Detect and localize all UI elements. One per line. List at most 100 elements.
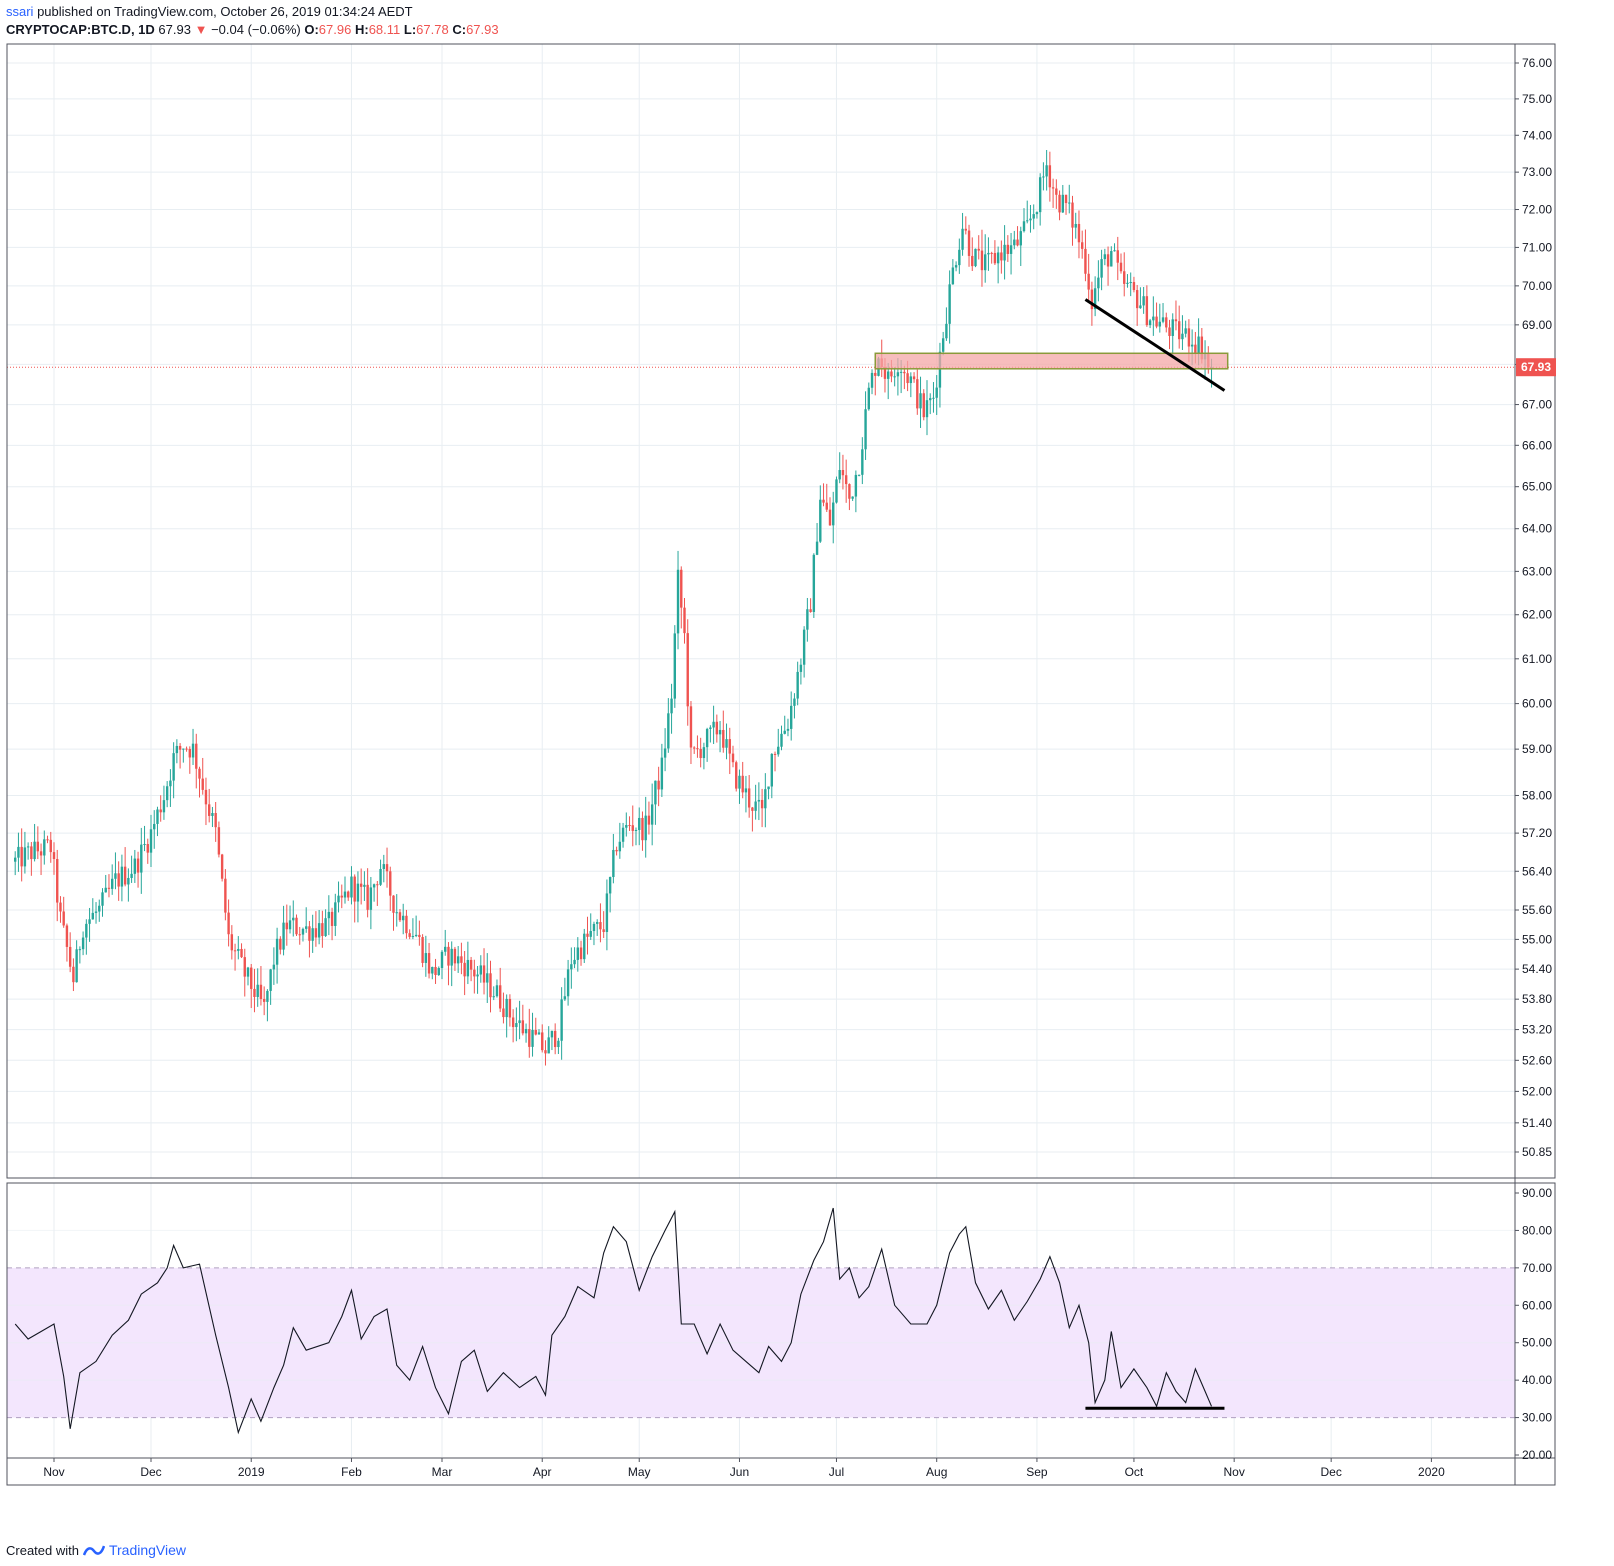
price-tick-label: 62.00 xyxy=(1522,608,1552,622)
candle-up xyxy=(676,550,680,650)
candle-down xyxy=(741,761,744,799)
candle-up xyxy=(411,918,415,940)
candle-up xyxy=(757,782,761,821)
rsi-tick-label: 90.00 xyxy=(1522,1186,1552,1200)
candle-up xyxy=(851,496,854,501)
candle-up xyxy=(272,947,276,985)
candle-down xyxy=(52,842,56,875)
candle-down xyxy=(1178,305,1181,349)
price-axis[interactable]: 76.00 75.00 74.00 73.00 72.00 71.00 70.00 69.00… xyxy=(1515,56,1556,1159)
low-value: 67.78 xyxy=(416,22,449,37)
grid xyxy=(7,44,1515,1457)
rsi-tick-label: 30.00 xyxy=(1522,1411,1552,1425)
candle-down xyxy=(1106,246,1110,286)
candle-up xyxy=(812,553,816,618)
candle-down xyxy=(689,701,693,765)
candle-up xyxy=(1148,318,1152,329)
candle-up xyxy=(120,854,124,902)
candle-up xyxy=(670,683,673,734)
down-arrow-icon: ▼ xyxy=(194,22,208,37)
candle-up xyxy=(919,376,922,428)
price-tick-label: 50.85 xyxy=(1522,1145,1552,1159)
candle-down xyxy=(123,847,127,887)
price-tick-label: 51.40 xyxy=(1522,1116,1552,1130)
candle-down xyxy=(1123,252,1126,297)
candle-up xyxy=(996,246,1000,284)
candle-up xyxy=(712,705,715,745)
time-axis[interactable]: Nov Dec 2019 Feb Mar Apr May Jun Jul Aug Sep Oct Nov… xyxy=(43,1458,1445,1479)
rsi-band xyxy=(7,1229,1515,1419)
candle-down xyxy=(977,235,980,260)
candle-up xyxy=(835,476,838,504)
candle-up xyxy=(954,261,958,272)
author-link[interactable]: ssari xyxy=(6,4,34,19)
candle-up xyxy=(951,259,955,285)
candle-down xyxy=(1084,229,1087,282)
candle-up xyxy=(1161,303,1165,324)
candle-down xyxy=(1145,285,1149,327)
candle-down xyxy=(198,766,201,798)
candle-up xyxy=(17,832,20,872)
candle-up xyxy=(576,937,579,972)
candle-up xyxy=(1093,276,1097,317)
candle-down xyxy=(62,896,65,928)
tradingview-brand[interactable]: TradingView xyxy=(108,1542,187,1558)
candle-down xyxy=(224,869,227,921)
candle-down xyxy=(279,936,282,955)
candle-up xyxy=(101,888,104,917)
candle-up xyxy=(450,941,453,987)
candle-down xyxy=(117,861,120,901)
candle-up xyxy=(709,725,712,743)
candle-up xyxy=(1152,296,1155,336)
candle-down xyxy=(392,895,395,931)
candle-up xyxy=(948,270,951,344)
price-trendline xyxy=(1084,298,1226,392)
candle-down xyxy=(967,224,971,267)
rsi-tick-label: 60.00 xyxy=(1522,1298,1552,1312)
candle-down xyxy=(912,372,916,383)
candle-down xyxy=(1051,178,1055,208)
candle-up xyxy=(356,871,360,923)
candle-down xyxy=(731,745,735,768)
candle-down xyxy=(489,960,492,1013)
candle-up xyxy=(431,966,434,980)
candle-up xyxy=(350,866,353,905)
rsi-tick-label: 40.00 xyxy=(1522,1373,1552,1387)
candle-up xyxy=(382,854,385,883)
candle-up xyxy=(1003,225,1006,280)
candle-up xyxy=(75,940,78,983)
time-tick-label: Feb xyxy=(341,1465,362,1479)
candle-down xyxy=(46,835,49,844)
candle-down xyxy=(1081,230,1084,259)
candle-up xyxy=(437,966,440,976)
candle-up xyxy=(932,382,935,413)
candle-up xyxy=(1100,249,1103,291)
candle-up xyxy=(566,959,570,1006)
candle-down xyxy=(809,598,812,613)
candle-down xyxy=(295,914,298,937)
candle-down xyxy=(693,746,696,754)
candle-up xyxy=(945,307,948,341)
candle-up xyxy=(1110,246,1113,267)
candle-down xyxy=(308,920,311,958)
publish-line: ssari published on TradingView.com, Octo… xyxy=(6,4,499,20)
candle-up xyxy=(1026,200,1029,224)
candle-up xyxy=(81,931,85,956)
candle-up xyxy=(1009,232,1013,275)
candle-down xyxy=(903,365,906,390)
candle-up xyxy=(88,907,91,942)
candle-up xyxy=(175,739,179,764)
rsi-axis[interactable]: 90.00 80.00 70.00 60.00 50.00 40.00 30.00 20.00 xyxy=(1515,1186,1552,1462)
candle-up xyxy=(363,871,366,901)
candle-down xyxy=(463,950,466,996)
symbol-label[interactable]: CRYPTOCAP:BTC.D, 1D xyxy=(6,22,155,37)
price-tick-label: 66.00 xyxy=(1522,438,1552,452)
rsi-tick-label: 80.00 xyxy=(1522,1223,1552,1237)
candle-up xyxy=(165,781,169,808)
candle-up xyxy=(1097,260,1100,302)
close-label: C: xyxy=(452,22,467,37)
candle-up xyxy=(806,597,809,642)
candle-down xyxy=(188,746,191,774)
candle-down xyxy=(39,843,43,876)
